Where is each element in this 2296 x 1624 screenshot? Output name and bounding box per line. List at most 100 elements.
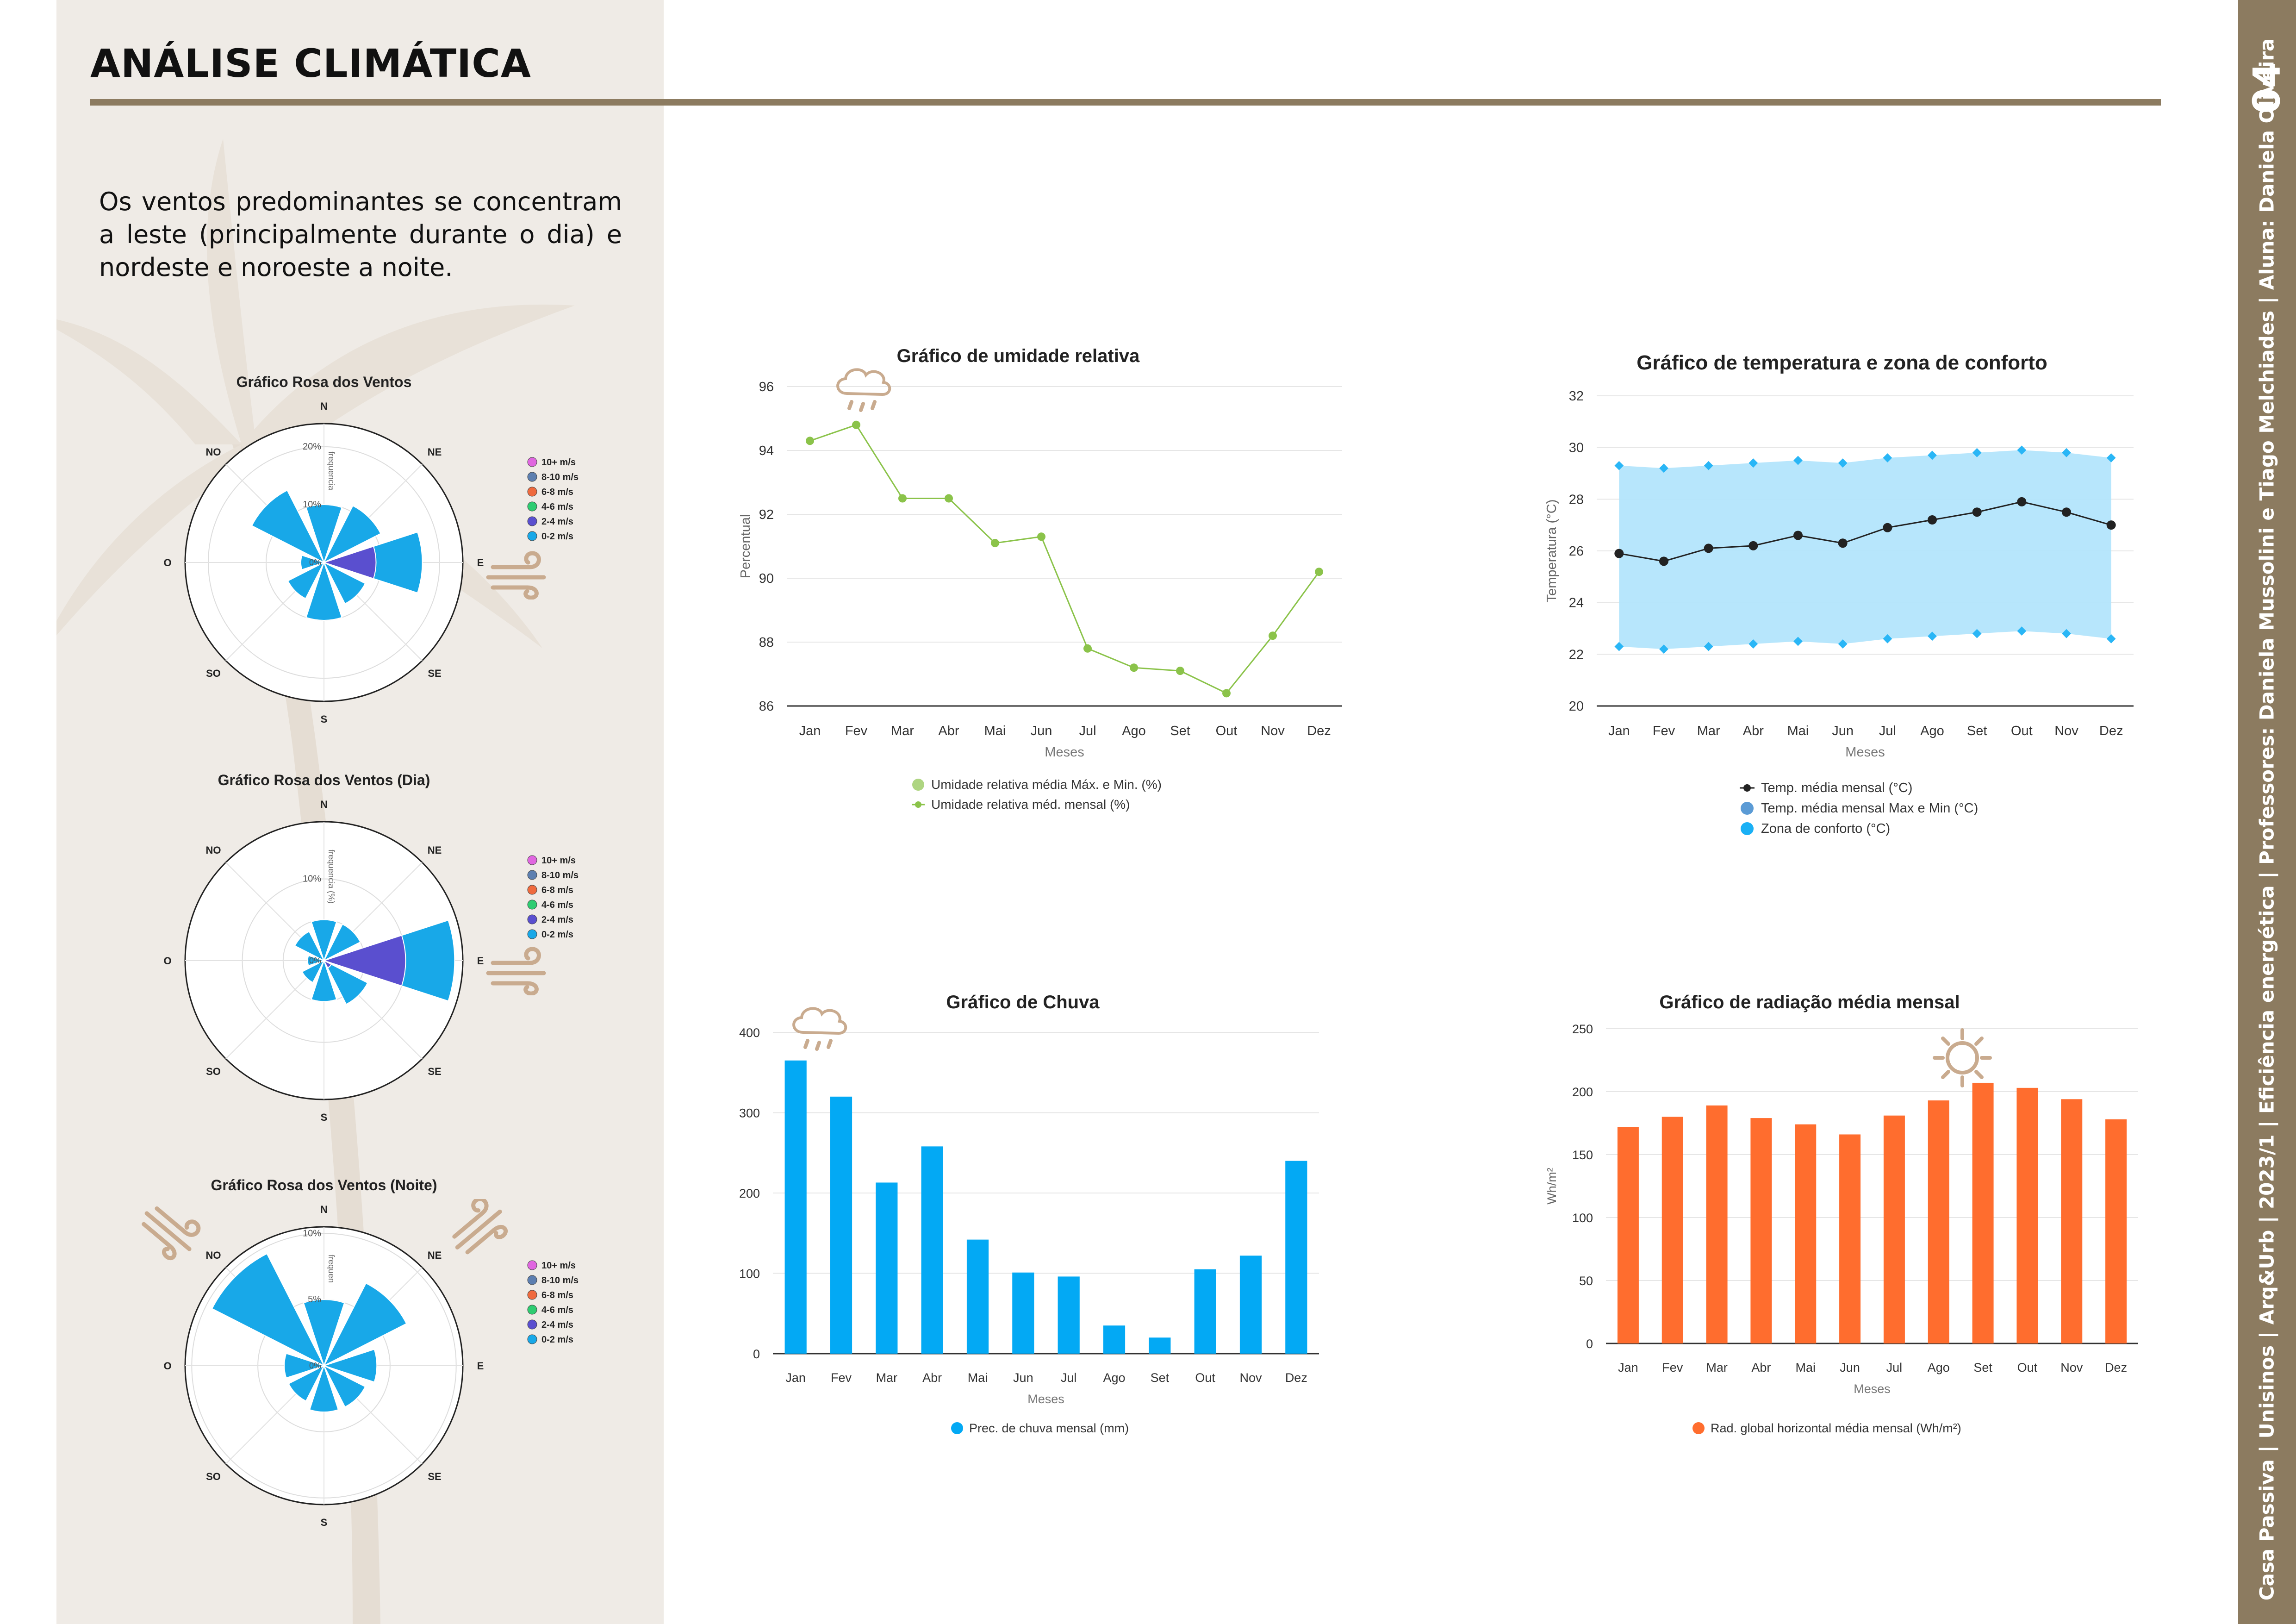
- humidity-point: [1315, 568, 1323, 576]
- humidity-point: [991, 539, 999, 548]
- rose-legend-swatch: [527, 472, 537, 482]
- rose-sector: [323, 1282, 407, 1367]
- rose-legend-swatch: [527, 855, 537, 865]
- legend-swatch: [951, 1422, 963, 1434]
- x-tick-label: Jun: [1832, 724, 1854, 738]
- x-tick-label: Fev: [1662, 1361, 1683, 1374]
- bar: [1972, 1082, 1994, 1343]
- humidity-point: [1083, 644, 1092, 653]
- x-tick-label: Nov: [2060, 1361, 2083, 1374]
- rose-direction-label: N: [320, 400, 328, 412]
- x-tick-label: Set: [1170, 724, 1190, 738]
- x-tick-label: Abr: [1751, 1361, 1771, 1374]
- y-tick-label: 90: [759, 571, 774, 586]
- rose-sector-inner: [322, 935, 406, 987]
- bar: [1928, 1100, 1949, 1343]
- rose-legend-label: 10+ m/s: [541, 457, 576, 468]
- y-axis-label: Temperatura (°C): [1544, 500, 1559, 603]
- rose-direction-label: N: [320, 1204, 328, 1215]
- rose-direction-label: NO: [205, 1249, 221, 1261]
- chart-title: Gráfico de umidade relativa: [897, 346, 1140, 366]
- y-tick-label: 92: [759, 507, 774, 522]
- rose-direction-label: E: [477, 557, 484, 568]
- legend-swatch: [1743, 784, 1751, 792]
- bar: [1012, 1272, 1034, 1354]
- rose-sector: [323, 1364, 366, 1408]
- rose-center-label: 0%: [309, 558, 321, 567]
- rose-sector: [305, 504, 342, 564]
- rose-direction-label: SE: [428, 1066, 441, 1077]
- y-tick-label: 300: [739, 1106, 760, 1120]
- wind-icon: [452, 1199, 508, 1255]
- bar: [876, 1182, 898, 1354]
- rose-sector: [287, 561, 325, 600]
- rose-direction-label: NE: [428, 1249, 442, 1261]
- rose-direction-label: E: [477, 955, 484, 967]
- x-tick-label: Jan: [1618, 1361, 1638, 1374]
- rose-sector: [305, 561, 342, 621]
- wind-icon: [486, 551, 546, 600]
- rose-direction-label: NO: [205, 446, 221, 458]
- x-tick-label: Ago: [1928, 1361, 1950, 1374]
- x-tick-label: Mar: [876, 1371, 898, 1385]
- rose-radial-label: frequencia: [327, 451, 336, 491]
- rose-title: Gráfico Rosa dos Ventos (Dia): [218, 772, 430, 788]
- mean-temp-point: [2017, 497, 2027, 506]
- rose-sector-inner: [322, 545, 377, 580]
- bar: [1795, 1124, 1817, 1343]
- rose-direction-label: SO: [206, 1471, 221, 1482]
- rose-direction-label: SO: [206, 668, 221, 679]
- wind-rose-day-chart: Gráfico Rosa dos Ventos (Dia) 10% 0% freque…: [163, 772, 579, 1123]
- cloud-rain-icon: [792, 1007, 847, 1051]
- legend-swatch: [1741, 822, 1754, 835]
- page-title: ANÁLISE CLIMÁTICA: [90, 41, 531, 86]
- rose-legend-swatch: [527, 457, 537, 467]
- rose-legend-label: 0-2 m/s: [541, 930, 573, 940]
- max-temp-marker: [1928, 450, 1937, 460]
- bar: [1839, 1134, 1861, 1343]
- rose-sector: [303, 1299, 345, 1368]
- rose-legend-swatch: [527, 899, 537, 910]
- x-tick-label: Jun: [1013, 1371, 1033, 1385]
- rose-sector: [284, 1353, 326, 1379]
- humidity-line: [809, 424, 1320, 694]
- rose-legend-swatch: [527, 885, 537, 895]
- x-tick-label: Dez: [1285, 1371, 1307, 1385]
- rose-sector: [294, 931, 325, 962]
- x-tick-label: Abr: [1743, 724, 1764, 738]
- x-tick-label: Mar: [1697, 724, 1720, 738]
- rose-legend-label: 8-10 m/s: [541, 870, 579, 881]
- wind-rose-chart: Gráfico Rosa dos Ventos 10% 20% 0% frequenci…: [163, 374, 579, 725]
- x-axis-label: Meses: [1027, 1392, 1064, 1406]
- x-tick-label: Ago: [1103, 1371, 1125, 1385]
- mean-temp-point: [1659, 556, 1668, 566]
- rose-direction-label: E: [477, 1360, 484, 1372]
- rose-sector: [301, 959, 325, 983]
- x-tick-label: Nov: [1239, 1371, 1262, 1385]
- rose-sector: [311, 959, 337, 1002]
- rose-direction-label: NO: [205, 844, 221, 856]
- rose-legend-label: 10+ m/s: [541, 856, 576, 866]
- rose-radial-label: frequen: [327, 1255, 336, 1283]
- humidity-point: [806, 437, 814, 445]
- y-tick-label: 100: [739, 1267, 760, 1281]
- bar: [1058, 1276, 1080, 1354]
- y-tick-label: 250: [1572, 1022, 1593, 1036]
- x-tick-label: Dez: [2099, 724, 2123, 738]
- y-tick-label: 94: [759, 443, 774, 458]
- x-tick-label: Mai: [968, 1371, 988, 1385]
- x-tick-label: Nov: [2054, 724, 2078, 738]
- rose-sector: [323, 505, 381, 564]
- rose-legend-swatch: [527, 516, 537, 526]
- rose-legend-label: 8-10 m/s: [541, 472, 579, 482]
- min-temp-marker: [1793, 637, 1803, 646]
- legend-label: Zona de conforto (°C): [1761, 821, 1890, 836]
- bar: [1149, 1337, 1171, 1354]
- bar: [2105, 1119, 2127, 1343]
- y-tick-label: 96: [759, 380, 774, 394]
- rose-legend-swatch: [527, 1260, 537, 1270]
- x-tick-label: Mai: [984, 724, 1006, 738]
- mean-temp-point: [1614, 549, 1624, 558]
- x-tick-label: Dez: [2105, 1361, 2127, 1374]
- y-tick-label: 22: [1569, 647, 1584, 662]
